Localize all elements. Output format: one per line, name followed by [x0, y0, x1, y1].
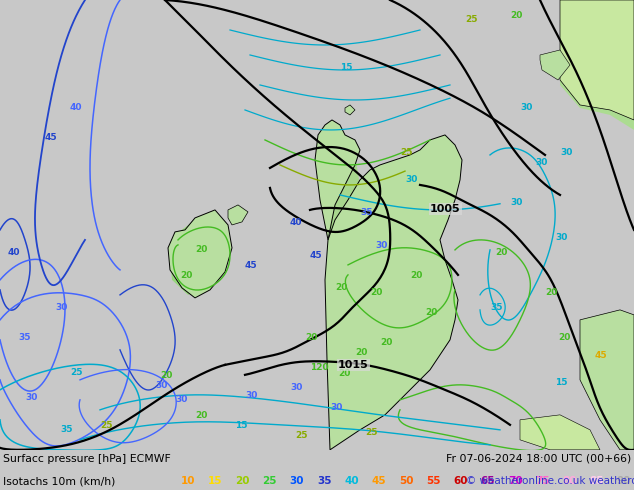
Text: 30: 30: [375, 241, 387, 250]
Text: 30: 30: [175, 395, 188, 404]
Text: 20: 20: [380, 338, 392, 347]
Text: 20: 20: [355, 348, 367, 357]
Text: 20: 20: [180, 271, 192, 280]
Text: 30: 30: [155, 381, 167, 390]
Text: Surfacc pressure [hPa] ECMWF: Surfacc pressure [hPa] ECMWF: [3, 454, 171, 464]
Text: 65: 65: [481, 476, 495, 486]
Text: 15: 15: [235, 421, 247, 430]
Text: 20: 20: [410, 271, 422, 280]
Text: © weatheronline.co.uk weatheronline.co.uk: © weatheronline.co.uk weatheronline.co.u…: [466, 476, 634, 486]
Text: 15: 15: [208, 476, 223, 486]
Polygon shape: [315, 120, 360, 240]
Text: 80: 80: [562, 476, 577, 486]
Text: 35: 35: [490, 303, 503, 312]
Text: 20: 20: [495, 248, 507, 257]
Text: 20: 20: [558, 333, 571, 342]
Text: 55: 55: [426, 476, 441, 486]
Polygon shape: [560, 0, 634, 120]
Text: 15: 15: [555, 378, 567, 387]
Text: 40: 40: [8, 248, 20, 257]
Polygon shape: [168, 210, 232, 298]
Text: 20: 20: [195, 411, 207, 420]
Text: 30: 30: [25, 393, 37, 402]
Text: 30: 30: [245, 391, 257, 400]
Text: 35: 35: [317, 476, 332, 486]
Text: 25: 25: [295, 431, 307, 440]
Text: 30: 30: [330, 403, 342, 412]
Text: 75: 75: [535, 476, 550, 486]
Text: 30: 30: [555, 233, 567, 242]
Polygon shape: [580, 310, 634, 450]
Text: 90: 90: [617, 476, 631, 486]
Text: Fr 07-06-2024 18:00 UTC (00+66): Fr 07-06-2024 18:00 UTC (00+66): [446, 454, 631, 464]
Text: 20: 20: [370, 288, 382, 297]
Polygon shape: [540, 50, 570, 80]
Text: 20: 20: [305, 333, 318, 342]
Text: 25: 25: [365, 428, 377, 437]
Polygon shape: [325, 140, 360, 238]
Text: 35: 35: [18, 333, 30, 342]
Text: 45: 45: [595, 351, 607, 360]
Text: 25: 25: [262, 476, 277, 486]
Text: 45: 45: [245, 261, 257, 270]
Polygon shape: [325, 135, 462, 450]
Text: 25: 25: [100, 421, 112, 430]
Text: 30: 30: [405, 175, 417, 184]
Text: 20: 20: [195, 245, 207, 254]
Text: 40: 40: [344, 476, 359, 486]
Text: 45: 45: [372, 476, 386, 486]
Polygon shape: [560, 0, 634, 130]
Polygon shape: [345, 105, 355, 115]
Text: 30: 30: [560, 148, 573, 157]
Text: 120: 120: [310, 363, 328, 372]
Text: 15: 15: [340, 63, 353, 72]
Text: 20: 20: [545, 288, 557, 297]
Text: 70: 70: [508, 476, 522, 486]
Text: 30: 30: [290, 476, 304, 486]
Text: 45: 45: [310, 251, 323, 260]
Text: 25: 25: [70, 368, 82, 377]
Text: 20: 20: [510, 11, 522, 20]
Text: 30: 30: [290, 383, 302, 392]
Text: 45: 45: [45, 133, 58, 142]
Text: 30: 30: [55, 303, 67, 312]
Text: 50: 50: [399, 476, 413, 486]
Text: 35: 35: [360, 208, 373, 217]
Text: 25: 25: [400, 148, 413, 157]
Polygon shape: [335, 250, 452, 400]
Text: 60: 60: [453, 476, 468, 486]
Polygon shape: [520, 415, 600, 450]
Text: 30: 30: [520, 103, 533, 112]
Text: 40: 40: [70, 103, 82, 112]
Text: 40: 40: [290, 218, 302, 227]
Text: 20: 20: [235, 476, 250, 486]
Text: 35: 35: [60, 425, 72, 434]
Text: 1005: 1005: [430, 204, 461, 214]
Text: 20: 20: [335, 283, 347, 292]
Text: 20: 20: [160, 371, 172, 380]
Text: 1015: 1015: [338, 360, 369, 370]
Polygon shape: [170, 215, 225, 295]
Text: 30: 30: [510, 198, 522, 207]
Text: 20: 20: [338, 369, 351, 378]
Text: 10: 10: [181, 476, 195, 486]
Text: 30: 30: [535, 158, 547, 167]
Text: Isotachs 10m (km/h): Isotachs 10m (km/h): [3, 476, 115, 486]
Text: 20: 20: [425, 308, 437, 317]
Polygon shape: [228, 205, 248, 225]
Text: 25: 25: [465, 15, 477, 24]
Text: 85: 85: [590, 476, 604, 486]
